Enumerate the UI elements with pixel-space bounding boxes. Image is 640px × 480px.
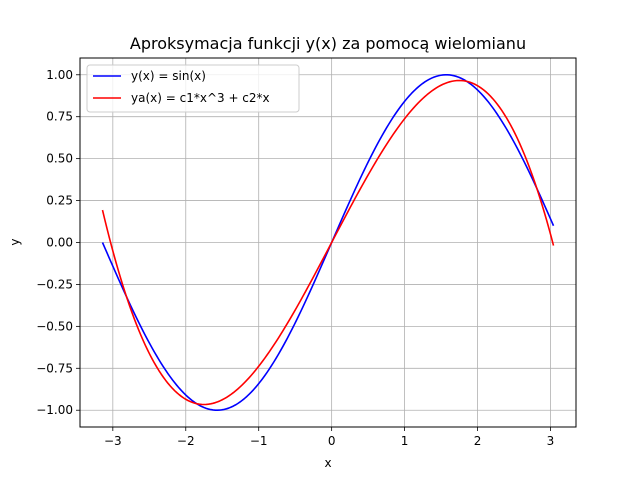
y-tick-label: 0.25 — [46, 194, 73, 208]
grid — [80, 58, 576, 427]
x-tick-label: 2 — [474, 434, 482, 448]
x-tick-label: 0 — [328, 434, 336, 448]
y-tick-label: −0.50 — [36, 319, 73, 333]
y-axis-ticks: −1.00 −0.75 −0.50 −0.25 0.00 0.25 0.50 0.75 1.00 — [36, 68, 80, 417]
y-tick-label: 0.00 — [46, 236, 73, 250]
plot-series — [101, 73, 555, 412]
x-axis-label: x — [324, 456, 331, 470]
y-tick-label: −0.75 — [36, 361, 73, 375]
x-tick-label: −1 — [250, 434, 268, 448]
legend-label-sin: y(x) = sin(x) — [131, 69, 206, 83]
y-tick-label: −1.00 — [36, 403, 73, 417]
y-tick-label: 0.75 — [46, 110, 73, 124]
series-line-approx — [101, 79, 555, 406]
x-tick-label: −2 — [177, 434, 195, 448]
y-tick-label: 0.50 — [46, 152, 73, 166]
x-axis-ticks: −3 −2 −1 0 1 2 3 — [104, 427, 554, 448]
x-tick-label: 3 — [547, 434, 555, 448]
x-tick-label: 1 — [401, 434, 409, 448]
y-tick-label: 1.00 — [46, 68, 73, 82]
y-axis-label: y — [8, 238, 22, 245]
legend: y(x) = sin(x) ya(x) = c1*x^3 + c2*x — [86, 64, 300, 113]
chart-title: Aproksymacja funkcji y(x) za pomocą wiel… — [130, 34, 526, 53]
legend-box — [86, 64, 300, 113]
legend-label-approx: ya(x) = c1*x^3 + c2*x — [131, 91, 270, 105]
y-tick-label: −0.25 — [36, 277, 73, 291]
x-tick-label: −3 — [104, 434, 122, 448]
